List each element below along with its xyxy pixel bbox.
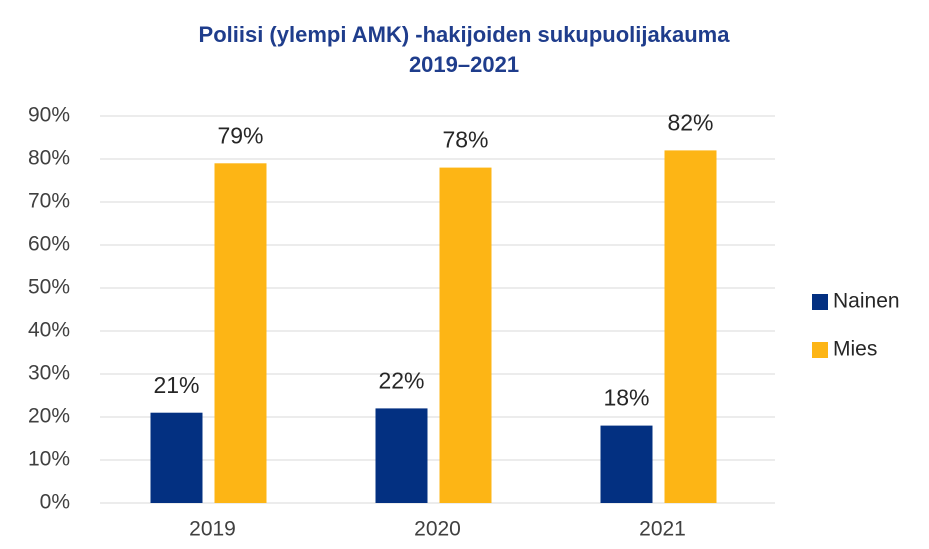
y-tick-label: 40% [28,319,70,342]
bar [214,163,267,504]
y-tick-label: 0% [40,491,70,514]
legend-swatch [812,342,828,358]
y-tick-label: 90% [28,104,70,127]
data-label: 78% [442,127,488,153]
legend-label: Nainen [833,290,900,313]
y-tick-label: 80% [28,147,70,170]
y-tick-label: 50% [28,276,70,299]
y-tick-label: 20% [28,405,70,428]
data-label: 22% [378,367,424,393]
y-tick-label: 10% [28,448,70,471]
x-tick-label: 2020 [414,518,461,541]
bar [150,412,203,503]
y-tick-label: 70% [28,190,70,213]
y-tick-label: 30% [28,362,70,385]
bar [600,425,653,503]
bar [439,167,492,503]
x-tick-label: 2021 [639,518,686,541]
chart-title: 2019–2021 [409,52,519,77]
bar [664,150,717,503]
data-label: 82% [667,109,713,135]
bar [375,408,428,503]
legend-swatch [812,294,828,310]
data-label: 18% [603,385,649,411]
y-tick-label: 60% [28,233,70,256]
chart-title: Poliisi (ylempi AMK) -hakijoiden sukupuo… [199,22,731,47]
x-tick-label: 2019 [189,518,236,541]
data-label: 79% [217,122,263,148]
data-label: 21% [153,372,199,398]
legend-label: Mies [833,338,877,361]
